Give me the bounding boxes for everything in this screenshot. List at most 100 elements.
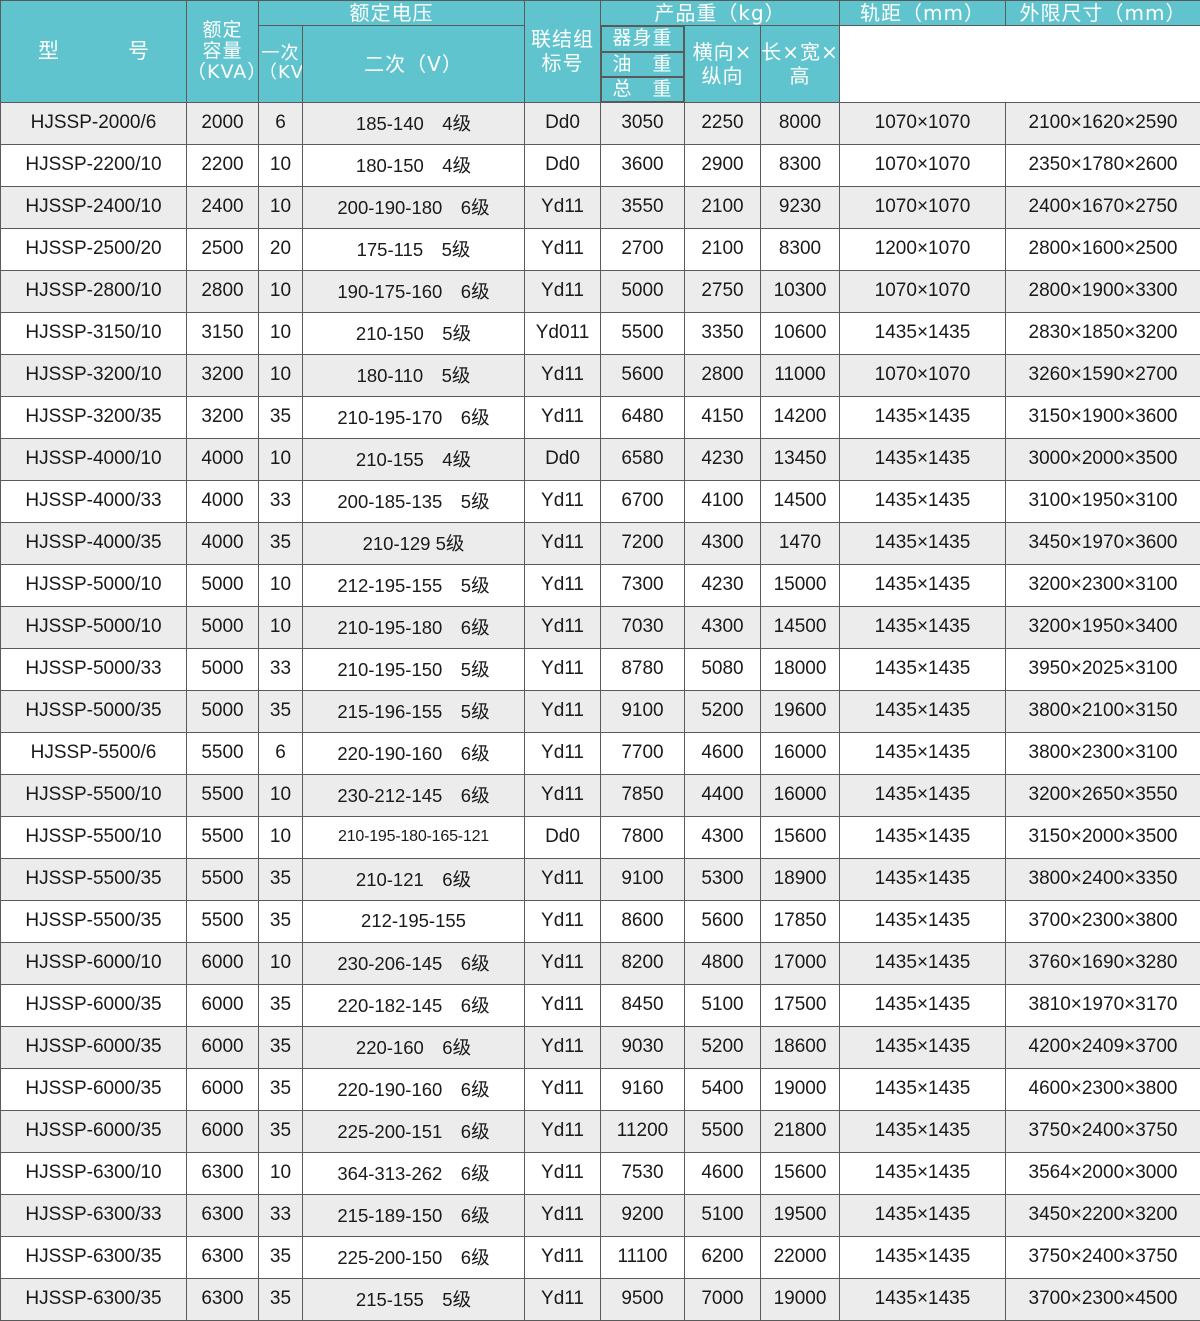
header-gauge-sub: 横向×纵向 [685,26,761,103]
cell-overall: 2350×1780×2600 [1006,144,1200,186]
cell-overall: 2830×1850×3200 [1006,312,1200,354]
cell-gauge: 1200×1070 [840,228,1006,270]
cell-body: 7800 [601,816,685,858]
cell-group: Yd11 [525,1236,601,1278]
cell-total: 15600 [761,816,840,858]
cell-total: 22000 [761,1236,840,1278]
cell-body: 8780 [601,648,685,690]
cell-total: 13450 [761,438,840,480]
cell-total: 17850 [761,900,840,942]
cell-total: 18000 [761,648,840,690]
cell-secondary: 210-155 4级 [303,438,525,480]
cell-group: Yd11 [525,984,601,1026]
cell-overall: 4600×2300×3800 [1006,1068,1200,1110]
header-row-1: 型 号 额定 容量 （KVA） 额定电压 联结组 标号 产品重（kg） 轨距（m… [1,1,1200,26]
header-oil-weight: 油 重 [601,52,684,77]
cell-body: 8450 [601,984,685,1026]
header-connection-group: 联结组 标号 [525,1,601,103]
cell-overall: 3700×2300×4500 [1006,1278,1200,1320]
cell-secondary: 210-195-170 6级 [303,396,525,438]
cell-gauge: 1435×1435 [840,312,1006,354]
cell-total: 15600 [761,1152,840,1194]
cell-overall: 2400×1670×2750 [1006,186,1200,228]
cell-model: HJSSP-4000/33 [1,480,187,522]
cell-gauge: 1435×1435 [840,1068,1006,1110]
cell-gauge: 1435×1435 [840,732,1006,774]
cell-secondary: 180-150 4级 [303,144,525,186]
cell-total: 15000 [761,564,840,606]
cell-body: 8200 [601,942,685,984]
cell-secondary: 225-200-150 6级 [303,1236,525,1278]
cell-total: 8300 [761,228,840,270]
cell-primary: 35 [259,522,303,564]
cell-gauge: 1435×1435 [840,858,1006,900]
cell-model: HJSSP-4000/10 [1,438,187,480]
cell-secondary: 175-115 5级 [303,228,525,270]
cell-overall: 3800×2400×3350 [1006,858,1200,900]
cell-gauge: 1070×1070 [840,354,1006,396]
cell-gauge: 1070×1070 [840,144,1006,186]
cell-primary: 33 [259,1194,303,1236]
cell-group: Yd11 [525,522,601,564]
cell-primary: 35 [259,396,303,438]
cell-body: 6700 [601,480,685,522]
cell-gauge: 1435×1435 [840,1026,1006,1068]
cell-body: 6480 [601,396,685,438]
cell-oil: 5600 [685,900,761,942]
cell-overall: 3150×1900×3600 [1006,396,1200,438]
cell-secondary: 210-129 5级 [303,522,525,564]
cell-capacity: 6300 [187,1278,259,1320]
cell-overall: 3760×1690×3280 [1006,942,1200,984]
cell-primary: 35 [259,1068,303,1110]
cell-primary: 10 [259,438,303,480]
cell-capacity: 5000 [187,564,259,606]
cell-group: Dd0 [525,144,601,186]
cell-body: 5600 [601,354,685,396]
cell-model: HJSSP-2200/10 [1,144,187,186]
cell-primary: 10 [259,312,303,354]
cell-oil: 5100 [685,1194,761,1236]
header-rated-capacity: 额定 容量 （KVA） [187,1,259,103]
cell-gauge: 1435×1435 [840,1278,1006,1320]
cell-model: HJSSP-6300/35 [1,1278,187,1320]
cell-total: 19000 [761,1068,840,1110]
cell-primary: 35 [259,1236,303,1278]
cell-group: Dd0 [525,438,601,480]
cell-model: HJSSP-5500/10 [1,774,187,816]
cell-secondary: 220-190-160 6级 [303,732,525,774]
cell-total: 18900 [761,858,840,900]
cell-model: HJSSP-5000/33 [1,648,187,690]
header-overall-size: 外限尺寸（mm） [1006,1,1200,26]
cell-primary: 10 [259,186,303,228]
cell-capacity: 2800 [187,270,259,312]
cell-total: 1470 [761,522,840,564]
cell-model: HJSSP-6000/35 [1,1026,187,1068]
cell-group: Yd11 [525,900,601,942]
header-total-weight: 总 重 [601,77,684,102]
cell-group: Dd0 [525,102,601,144]
cell-overall: 3200×2650×3550 [1006,774,1200,816]
cell-secondary: 200-190-180 6级 [303,186,525,228]
cell-primary: 35 [259,690,303,732]
cell-overall: 3564×2000×3000 [1006,1152,1200,1194]
cell-gauge: 1435×1435 [840,606,1006,648]
cell-total: 21800 [761,1110,840,1152]
cell-oil: 5200 [685,690,761,732]
cell-secondary: 225-200-151 6级 [303,1110,525,1152]
cell-group: Yd11 [525,396,601,438]
cell-overall: 3450×1970×3600 [1006,522,1200,564]
cell-total: 9230 [761,186,840,228]
cell-oil: 2800 [685,354,761,396]
cell-secondary: 220-182-145 6级 [303,984,525,1026]
cell-capacity: 6300 [187,1152,259,1194]
cell-model: HJSSP-4000/35 [1,522,187,564]
cell-secondary: 220-190-160 6级 [303,1068,525,1110]
